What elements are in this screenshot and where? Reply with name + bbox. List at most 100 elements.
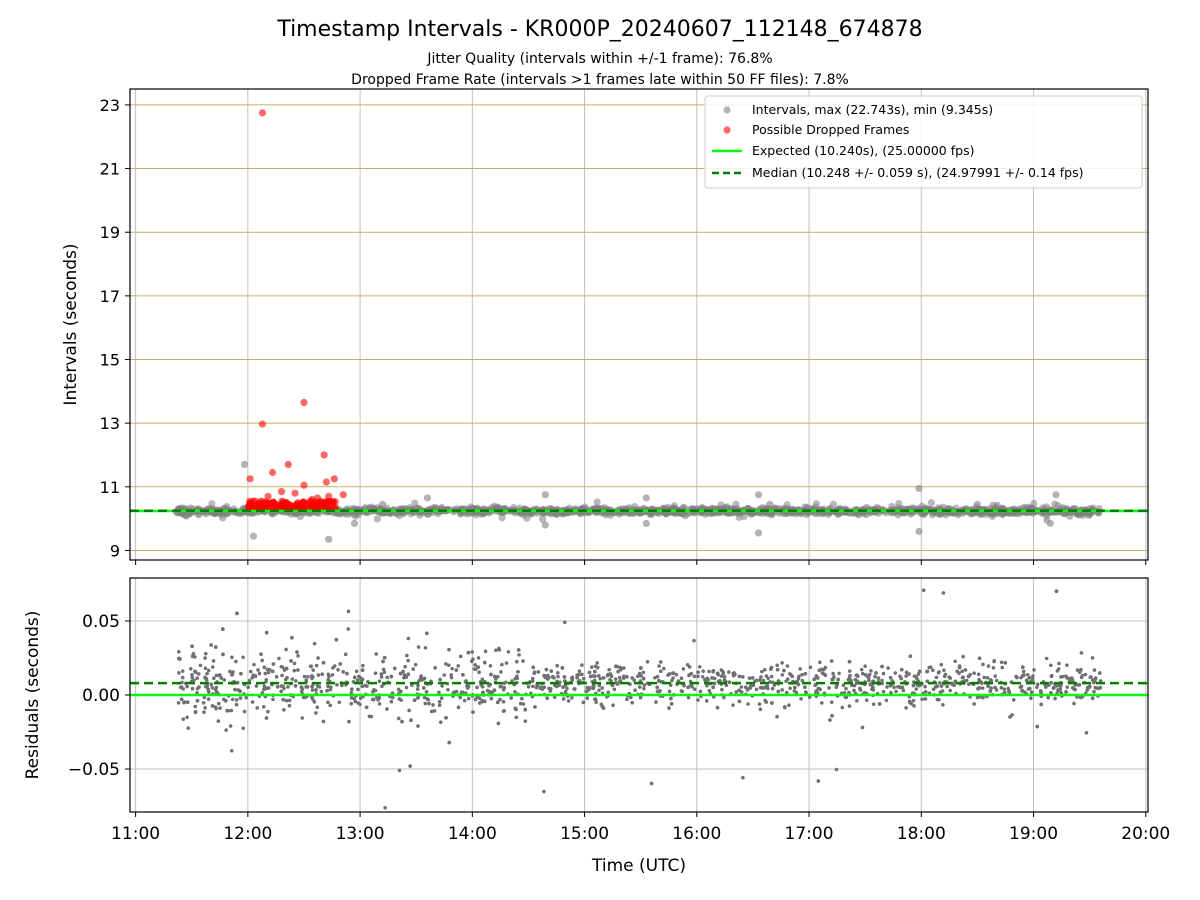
residual-point: [437, 690, 441, 695]
residual-point: [794, 690, 799, 695]
residual-point: [177, 671, 181, 675]
residual-point: [988, 689, 993, 693]
x-tick-label: 11:00: [111, 824, 160, 844]
residual-point: [830, 714, 834, 718]
residual-point: [614, 680, 618, 685]
residual-point: [264, 680, 268, 684]
residual-point: [311, 668, 315, 672]
residual-point: [617, 675, 622, 680]
residual-point: [530, 676, 535, 681]
interval-point: [732, 500, 740, 508]
residual-point: [569, 676, 574, 680]
residual-point: [275, 684, 280, 689]
residual-point: [521, 702, 526, 706]
residual-point: [356, 687, 360, 692]
residual-point: [489, 696, 494, 701]
residual-point: [398, 689, 403, 694]
residual-point: [572, 687, 577, 691]
residual-point: [281, 697, 285, 702]
residual-point: [837, 671, 841, 676]
residual-point: [613, 677, 618, 681]
residual-point: [304, 678, 309, 683]
residual-point: [292, 668, 297, 673]
residual-point: [404, 685, 409, 690]
residual-point: [1073, 687, 1077, 692]
interval-point: [740, 512, 748, 521]
residual-point: [319, 689, 324, 694]
residual-point: [203, 666, 208, 671]
dropped-point: [325, 492, 333, 500]
residual-point: [413, 662, 418, 667]
x-tick-label: 18:00: [897, 824, 946, 844]
residual-point: [682, 683, 686, 688]
residual-point: [471, 710, 475, 714]
residual-point: [942, 668, 946, 673]
residual-point: [456, 664, 460, 668]
residual-point: [836, 677, 840, 682]
residual-point: [803, 690, 808, 694]
residual-point: [345, 671, 349, 676]
residual-point: [379, 675, 384, 679]
residual-point: [762, 667, 767, 672]
residual-point: [280, 673, 284, 678]
residual-point: [236, 688, 240, 692]
residual-point: [986, 684, 990, 688]
residual-point: [1091, 680, 1096, 685]
residual-point: [447, 647, 451, 652]
dropped-point: [298, 503, 306, 511]
residual-point: [261, 705, 266, 709]
residual-point: [314, 663, 319, 668]
interval-point: [973, 500, 981, 508]
residual-point: [685, 663, 690, 667]
residual-point: [300, 716, 305, 720]
dropped-point: [322, 478, 331, 486]
residual-point: [731, 703, 735, 707]
residual-point: [360, 677, 365, 682]
residual-point: [597, 688, 601, 693]
residual-point: [234, 659, 238, 664]
residual-point: [1018, 685, 1023, 689]
residual-point: [747, 676, 752, 680]
residual-point: [577, 669, 582, 673]
residual-point: [312, 700, 317, 704]
residual-point: [931, 668, 935, 673]
residual-point: [798, 667, 802, 671]
residual-point: [1000, 665, 1005, 670]
intervals-panel: 9 11 13 15 17 19 21 23 Intervals (seconds) Interv…: [61, 88, 1149, 565]
residual-point: [456, 705, 461, 710]
residual-point: [482, 660, 487, 665]
residual-point: [1038, 689, 1043, 693]
residual-point: [953, 659, 957, 664]
residual-point: [489, 672, 493, 677]
intervals-y-axis-label: Intervals (seconds): [61, 243, 81, 405]
residual-point: [1087, 685, 1092, 689]
residual-point: [373, 671, 378, 676]
residual-point: [942, 674, 947, 679]
residual-point: [179, 685, 184, 689]
residual-point: [911, 698, 916, 703]
residual-point: [1072, 701, 1076, 706]
intervals-y-tick-label: 23: [100, 96, 120, 115]
residual-point: [407, 708, 411, 713]
residual-point: [734, 690, 738, 694]
residual-point: [656, 679, 661, 683]
residual-point: [502, 685, 506, 690]
residual-point: [377, 702, 382, 706]
residual-point: [197, 685, 201, 689]
legend-entry: Possible Dropped Frames: [752, 122, 909, 137]
residual-point: [533, 705, 537, 709]
x-tick-label: 13:00: [336, 824, 385, 844]
interval-point: [368, 503, 376, 511]
residual-point: [296, 654, 300, 658]
residual-point: [211, 676, 216, 681]
residual-point: [180, 680, 184, 685]
interval-point: [1046, 519, 1054, 528]
residual-point: [961, 675, 965, 680]
residual-point: [373, 688, 378, 693]
residual-point: [584, 689, 589, 694]
residual-point: [993, 674, 998, 678]
residual-point: [203, 705, 207, 710]
chart-subtitle-jitter: Jitter Quality (intervals within +/-1 fr…: [426, 51, 772, 67]
x-tick-label: 14:00: [448, 824, 497, 844]
residual-point: [999, 685, 1004, 690]
